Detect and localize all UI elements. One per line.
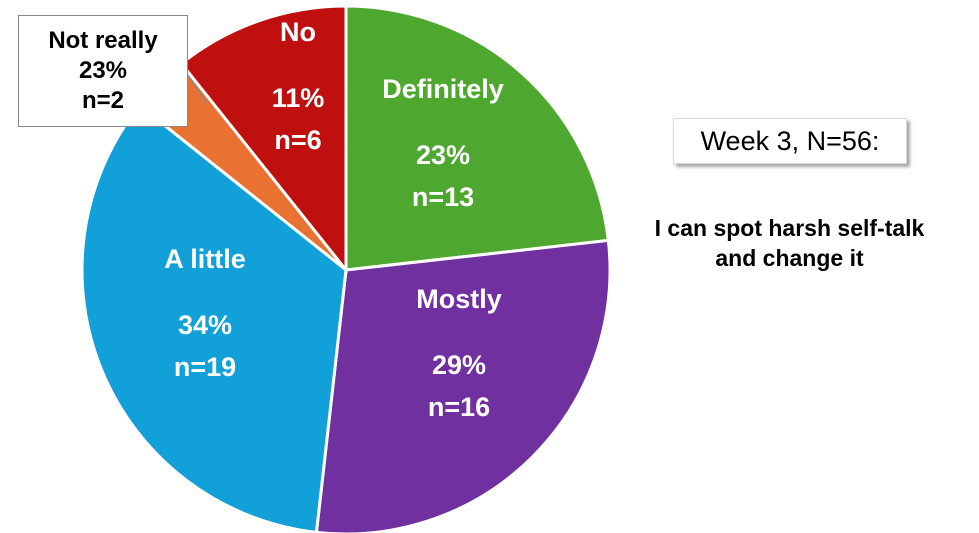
- callout-leader-line: [187, 74, 207, 104]
- slice-count-no: n=6: [274, 125, 321, 155]
- slice-count-mostly: n=16: [428, 392, 490, 422]
- subtitle-line-2: and change it: [715, 245, 864, 271]
- pie-slice-mostly: [314, 238, 612, 533]
- pie-slice-no: [179, 4, 348, 275]
- slice-count-definitely: n=13: [412, 182, 474, 212]
- slice-label-a-little: A little: [164, 244, 246, 274]
- not-really-percent: 23%: [78, 57, 128, 84]
- pie-labels: Definitely 23% n=13 Mostly 29% n=16 A little 34…: [164, 17, 504, 422]
- slice-label-definitely: Definitely: [382, 74, 504, 104]
- not-really-callout-box: Not really 23% n=2: [18, 15, 188, 127]
- slice-percent-mostly: 29%: [432, 350, 486, 380]
- slice-label-no: No: [280, 17, 316, 47]
- slice-percent-no: 11%: [272, 83, 325, 113]
- pie-slice-definitely: [344, 4, 610, 272]
- pie-slice-a-little: [80, 103, 348, 533]
- chart-title: Week 3, N=56:: [673, 118, 907, 164]
- slice-percent-a-little: 34%: [178, 310, 232, 340]
- pie-slices: [80, 4, 612, 533]
- subtitle-line-1: I can spot harsh self-talk: [654, 215, 925, 241]
- slice-percent-definitely: 23%: [416, 140, 470, 170]
- slice-count-a-little: n=19: [174, 352, 236, 382]
- slice-label-mostly: Mostly: [416, 284, 502, 314]
- not-really-label: Not really: [48, 27, 158, 54]
- not-really-count: n=2: [81, 87, 125, 114]
- chart-subtitle: I can spot harsh self-talk and change it: [600, 213, 979, 273]
